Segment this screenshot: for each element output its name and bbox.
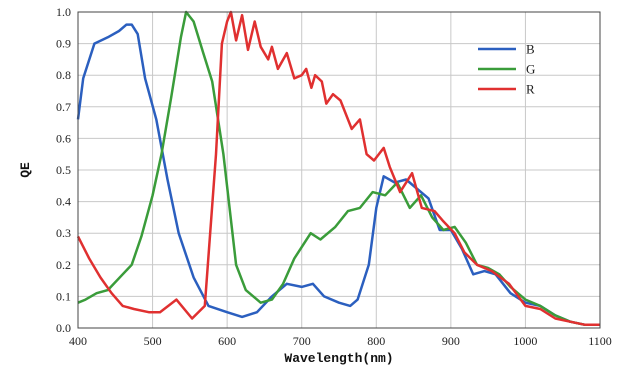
grid-lines bbox=[77, 11, 601, 329]
x-tick-labels: 400 500 600 700 800 900 1000 1100 bbox=[69, 334, 612, 348]
x-axis-title: Wavelength(nm) bbox=[284, 351, 393, 366]
legend-label-g: G bbox=[526, 62, 535, 77]
plot-frame bbox=[77, 11, 601, 329]
y-tick-label: 0.4 bbox=[56, 195, 71, 209]
y-tick-label: 0.5 bbox=[56, 163, 71, 177]
y-tick-label: 0.9 bbox=[56, 37, 71, 51]
y-tick-label: 0.7 bbox=[56, 100, 71, 114]
series-line-g bbox=[77, 10, 600, 327]
legend-label-b: B bbox=[526, 42, 535, 57]
y-axis-title: QE bbox=[18, 162, 33, 178]
x-tick-label: 800 bbox=[367, 334, 385, 348]
y-tick-label: 1.0 bbox=[56, 5, 71, 19]
x-tick-label: 1000 bbox=[513, 334, 537, 348]
x-tick-label: 1100 bbox=[588, 334, 612, 348]
y-tick-label: 0.2 bbox=[56, 258, 71, 272]
x-tick-label: 900 bbox=[442, 334, 460, 348]
series-lines bbox=[76, 10, 600, 327]
y-tick-label: 0.6 bbox=[56, 131, 71, 145]
legend: BGR bbox=[478, 42, 535, 97]
series-line-b bbox=[76, 23, 600, 327]
x-tick-label: 700 bbox=[293, 334, 311, 348]
y-tick-label: 0.0 bbox=[56, 321, 71, 335]
y-tick-labels: 0.0 0.1 0.2 0.3 0.4 0.5 0.6 0.7 0.8 0.9 1.0 bbox=[56, 5, 71, 335]
x-tick-label: 500 bbox=[144, 334, 162, 348]
y-tick-label: 0.1 bbox=[56, 289, 71, 303]
y-tick-label: 0.8 bbox=[56, 68, 71, 82]
y-tick-label: 0.3 bbox=[56, 226, 71, 240]
legend-label-r: R bbox=[526, 82, 535, 97]
x-tick-label: 400 bbox=[69, 334, 87, 348]
x-tick-label: 600 bbox=[218, 334, 236, 348]
series-line-r bbox=[76, 10, 600, 327]
